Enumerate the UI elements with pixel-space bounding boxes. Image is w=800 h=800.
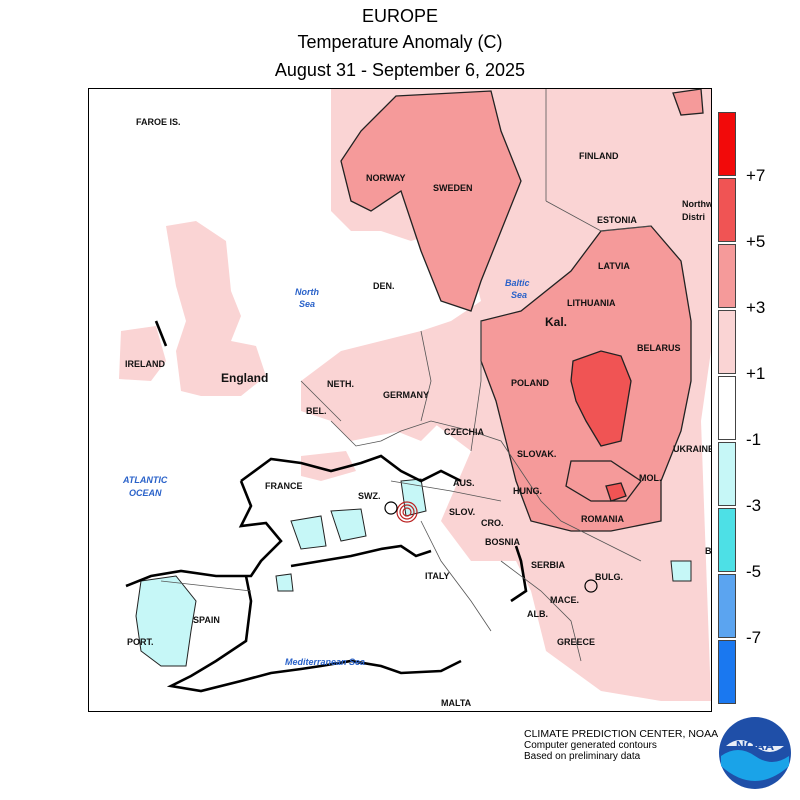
label-ukraine: UKRAINE [673, 444, 711, 454]
map-canvas: FAROE IS. NORWAY SWEDEN FINLAND ESTONIA … [89, 89, 711, 711]
credit-line-3: Based on preliminary data [524, 751, 641, 762]
label-belarus: BELARUS [637, 343, 681, 353]
anomaly-zone-minus1 [135, 478, 692, 667]
credit-block: CLIMATE PREDICTION CENTER, NOAA Computer… [524, 728, 719, 763]
map-title-period: August 31 - September 6, 2025 [274, 60, 526, 80]
legend-swatch [718, 574, 736, 638]
map-title-region: EUROPE [361, 6, 439, 26]
label-bel: BEL. [306, 406, 327, 416]
legend-tick-label: -7 [746, 628, 762, 647]
anomaly-map: FAROE IS. NORWAY SWEDEN FINLAND ESTONIA … [88, 88, 712, 712]
label-port: PORT. [127, 637, 154, 647]
legend-tick-label: +5 [746, 232, 766, 251]
alps-contours [384, 501, 598, 593]
label-slovak: SLOVAK. [517, 449, 556, 459]
legend-swatch [718, 112, 736, 176]
label-france: FRANCE [265, 481, 303, 491]
legend-swatch [718, 508, 736, 572]
label-b: B [705, 546, 711, 556]
label-faroe: FAROE IS. [136, 117, 181, 127]
legend-swatch [718, 442, 736, 506]
label-slov: SLOV. [449, 507, 475, 517]
label-finland: FINLAND [579, 151, 619, 161]
anomaly-zone-plus5 [570, 350, 632, 502]
label-malta: MALTA [441, 698, 472, 708]
label-north-sea-2: Sea [299, 299, 315, 309]
noaa-logo-text: NOAA [736, 738, 775, 753]
label-hung: HUNG. [513, 486, 542, 496]
legend-tick-label: +7 [746, 166, 766, 185]
map-title-variable: Temperature Anomaly (C) [297, 32, 503, 52]
zero-contours [125, 320, 528, 693]
legend-swatch [718, 640, 736, 704]
label-germany: GERMANY [383, 390, 429, 400]
legend-tick-label: +3 [746, 298, 766, 317]
legend-swatch [718, 178, 736, 242]
label-neth: NETH. [327, 379, 354, 389]
label-bulg: BULG. [595, 572, 623, 582]
label-spain: SPAIN [193, 615, 220, 625]
label-den: DEN. [373, 281, 395, 291]
label-romania: ROMANIA [581, 514, 624, 524]
legend-tick-label: -1 [746, 430, 762, 449]
label-mace: MACE. [550, 595, 579, 605]
country-borders [160, 89, 652, 662]
credit-line-2: Computer generated contours [524, 740, 657, 751]
label-atlantic-1: ATLANTIC [122, 475, 168, 485]
legend-tick-label: -3 [746, 496, 762, 515]
label-cro: CRO. [481, 518, 504, 528]
legend-tick-label: -5 [746, 562, 762, 581]
label-northwest: Northw [682, 199, 711, 209]
label-czechia: CZECHIA [444, 427, 484, 437]
label-atlantic-2: OCEAN [129, 488, 162, 498]
label-bosnia: BOSNIA [485, 537, 521, 547]
label-england: England [221, 371, 268, 385]
label-serbia: SERBIA [531, 560, 566, 570]
credit-line-1: CLIMATE PREDICTION CENTER, NOAA [524, 728, 719, 740]
legend-swatch [718, 310, 736, 374]
label-baltic-2: Sea [511, 290, 527, 300]
color-legend [718, 112, 738, 706]
label-district: Distri [682, 212, 705, 222]
label-poland: POLAND [511, 378, 550, 388]
label-mol: MOL. [639, 473, 662, 483]
label-aus: AUS. [453, 478, 475, 488]
label-ireland: IRELAND [125, 359, 165, 369]
label-alb: ALB. [527, 609, 548, 619]
label-estonia: ESTONIA [597, 215, 637, 225]
label-lithuania: LITHUANIA [567, 298, 616, 308]
label-north-sea-1: North [295, 287, 319, 297]
label-baltic-1: Baltic [505, 278, 530, 288]
noaa-logo-icon: NOAA [718, 716, 792, 790]
label-med-sea: Mediterranean Sea [285, 657, 365, 667]
label-swz: SWZ. [358, 491, 381, 501]
label-latvia: LATVIA [598, 261, 630, 271]
alps-contour-rings [396, 501, 418, 523]
legend-swatch [718, 376, 736, 440]
label-italy: ITALY [425, 571, 450, 581]
legend-tick-label: +1 [746, 364, 766, 383]
label-kal: Kal. [545, 315, 567, 329]
label-sweden: SWEDEN [433, 183, 473, 193]
label-greece: GREECE [557, 637, 595, 647]
legend-swatch [718, 244, 736, 308]
label-norway: NORWAY [366, 173, 406, 183]
